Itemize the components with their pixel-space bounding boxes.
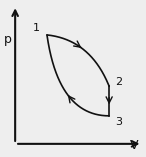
Text: 3: 3 [115,117,122,127]
Text: 2: 2 [115,77,122,87]
Text: V: V [130,139,138,152]
Text: 1: 1 [33,23,40,33]
Text: p: p [4,33,12,46]
